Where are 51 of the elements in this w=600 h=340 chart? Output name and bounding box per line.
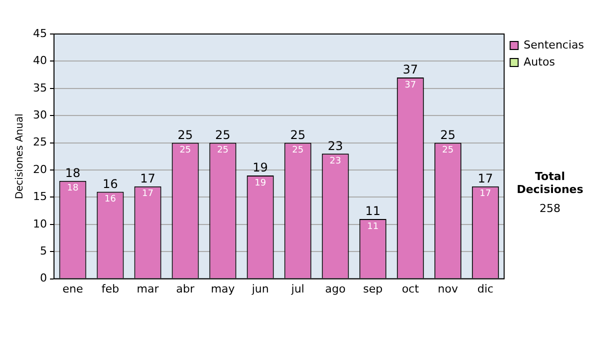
data-label: 25 [180,146,192,156]
x-tick-label: oct [402,282,420,296]
x-tick-label: ene [62,282,84,296]
data-label: 11 [367,222,379,232]
data-label: 18 [67,184,79,194]
legend-label: Autos [524,55,556,68]
y-tick-label: 45 [32,26,47,40]
x-tick-label: dic [477,282,494,296]
data-label: 25 [217,146,229,156]
total-label: 17 [478,171,494,186]
y-tick-label: 10 [32,217,47,230]
text: 258 [538,202,562,215]
x-tick-label: sep [363,282,383,296]
data-label: 17 [142,189,154,200]
total-label: 18 [65,166,80,180]
total-label: 25 [178,128,193,142]
y-tick-label: 5 [40,244,47,258]
x-tick-label: mar [136,282,160,296]
y-tick-label: 40 [32,54,47,68]
total-label: 19 [252,160,268,175]
x-tick-label: jul [290,282,304,296]
data-label: 16 [104,194,116,205]
total-label: 25 [440,128,456,142]
y-tick-label: 35 [32,81,47,94]
data-label: 25 [442,146,454,156]
data-label: 25 [292,146,304,156]
x-tick-label: nov [438,282,458,296]
total-label: 16 [102,176,118,191]
data-label: 23 [330,156,342,167]
data-label: 17 [480,189,492,200]
total-label: 25 [215,128,230,142]
total-label: 25 [290,128,306,142]
x-tick-label: feb [101,282,120,296]
y-tick-label: 15 [32,190,47,204]
total-label: 17 [140,171,156,186]
legend-label: Sentencias [524,38,584,52]
total-label: 37 [402,62,418,77]
total-label: 23 [328,138,343,153]
x-tick-label: abr [176,282,195,296]
y-tick-label: 25 [32,136,47,149]
text: Total Decisiones [516,170,584,196]
x-tick-label: ago [325,282,346,296]
y-tick-label: 0 [40,272,47,285]
data-label: 19 [254,178,266,188]
y-tick-label: 20 [32,162,47,176]
x-tick-label: may [210,282,236,296]
total-label: 11 [365,204,380,218]
y-axis-title: Decisiones Anual [14,114,26,200]
data-label: 37 [404,80,416,90]
y-tick-label: 30 [32,108,47,122]
x-tick-label: jun [250,282,269,296]
